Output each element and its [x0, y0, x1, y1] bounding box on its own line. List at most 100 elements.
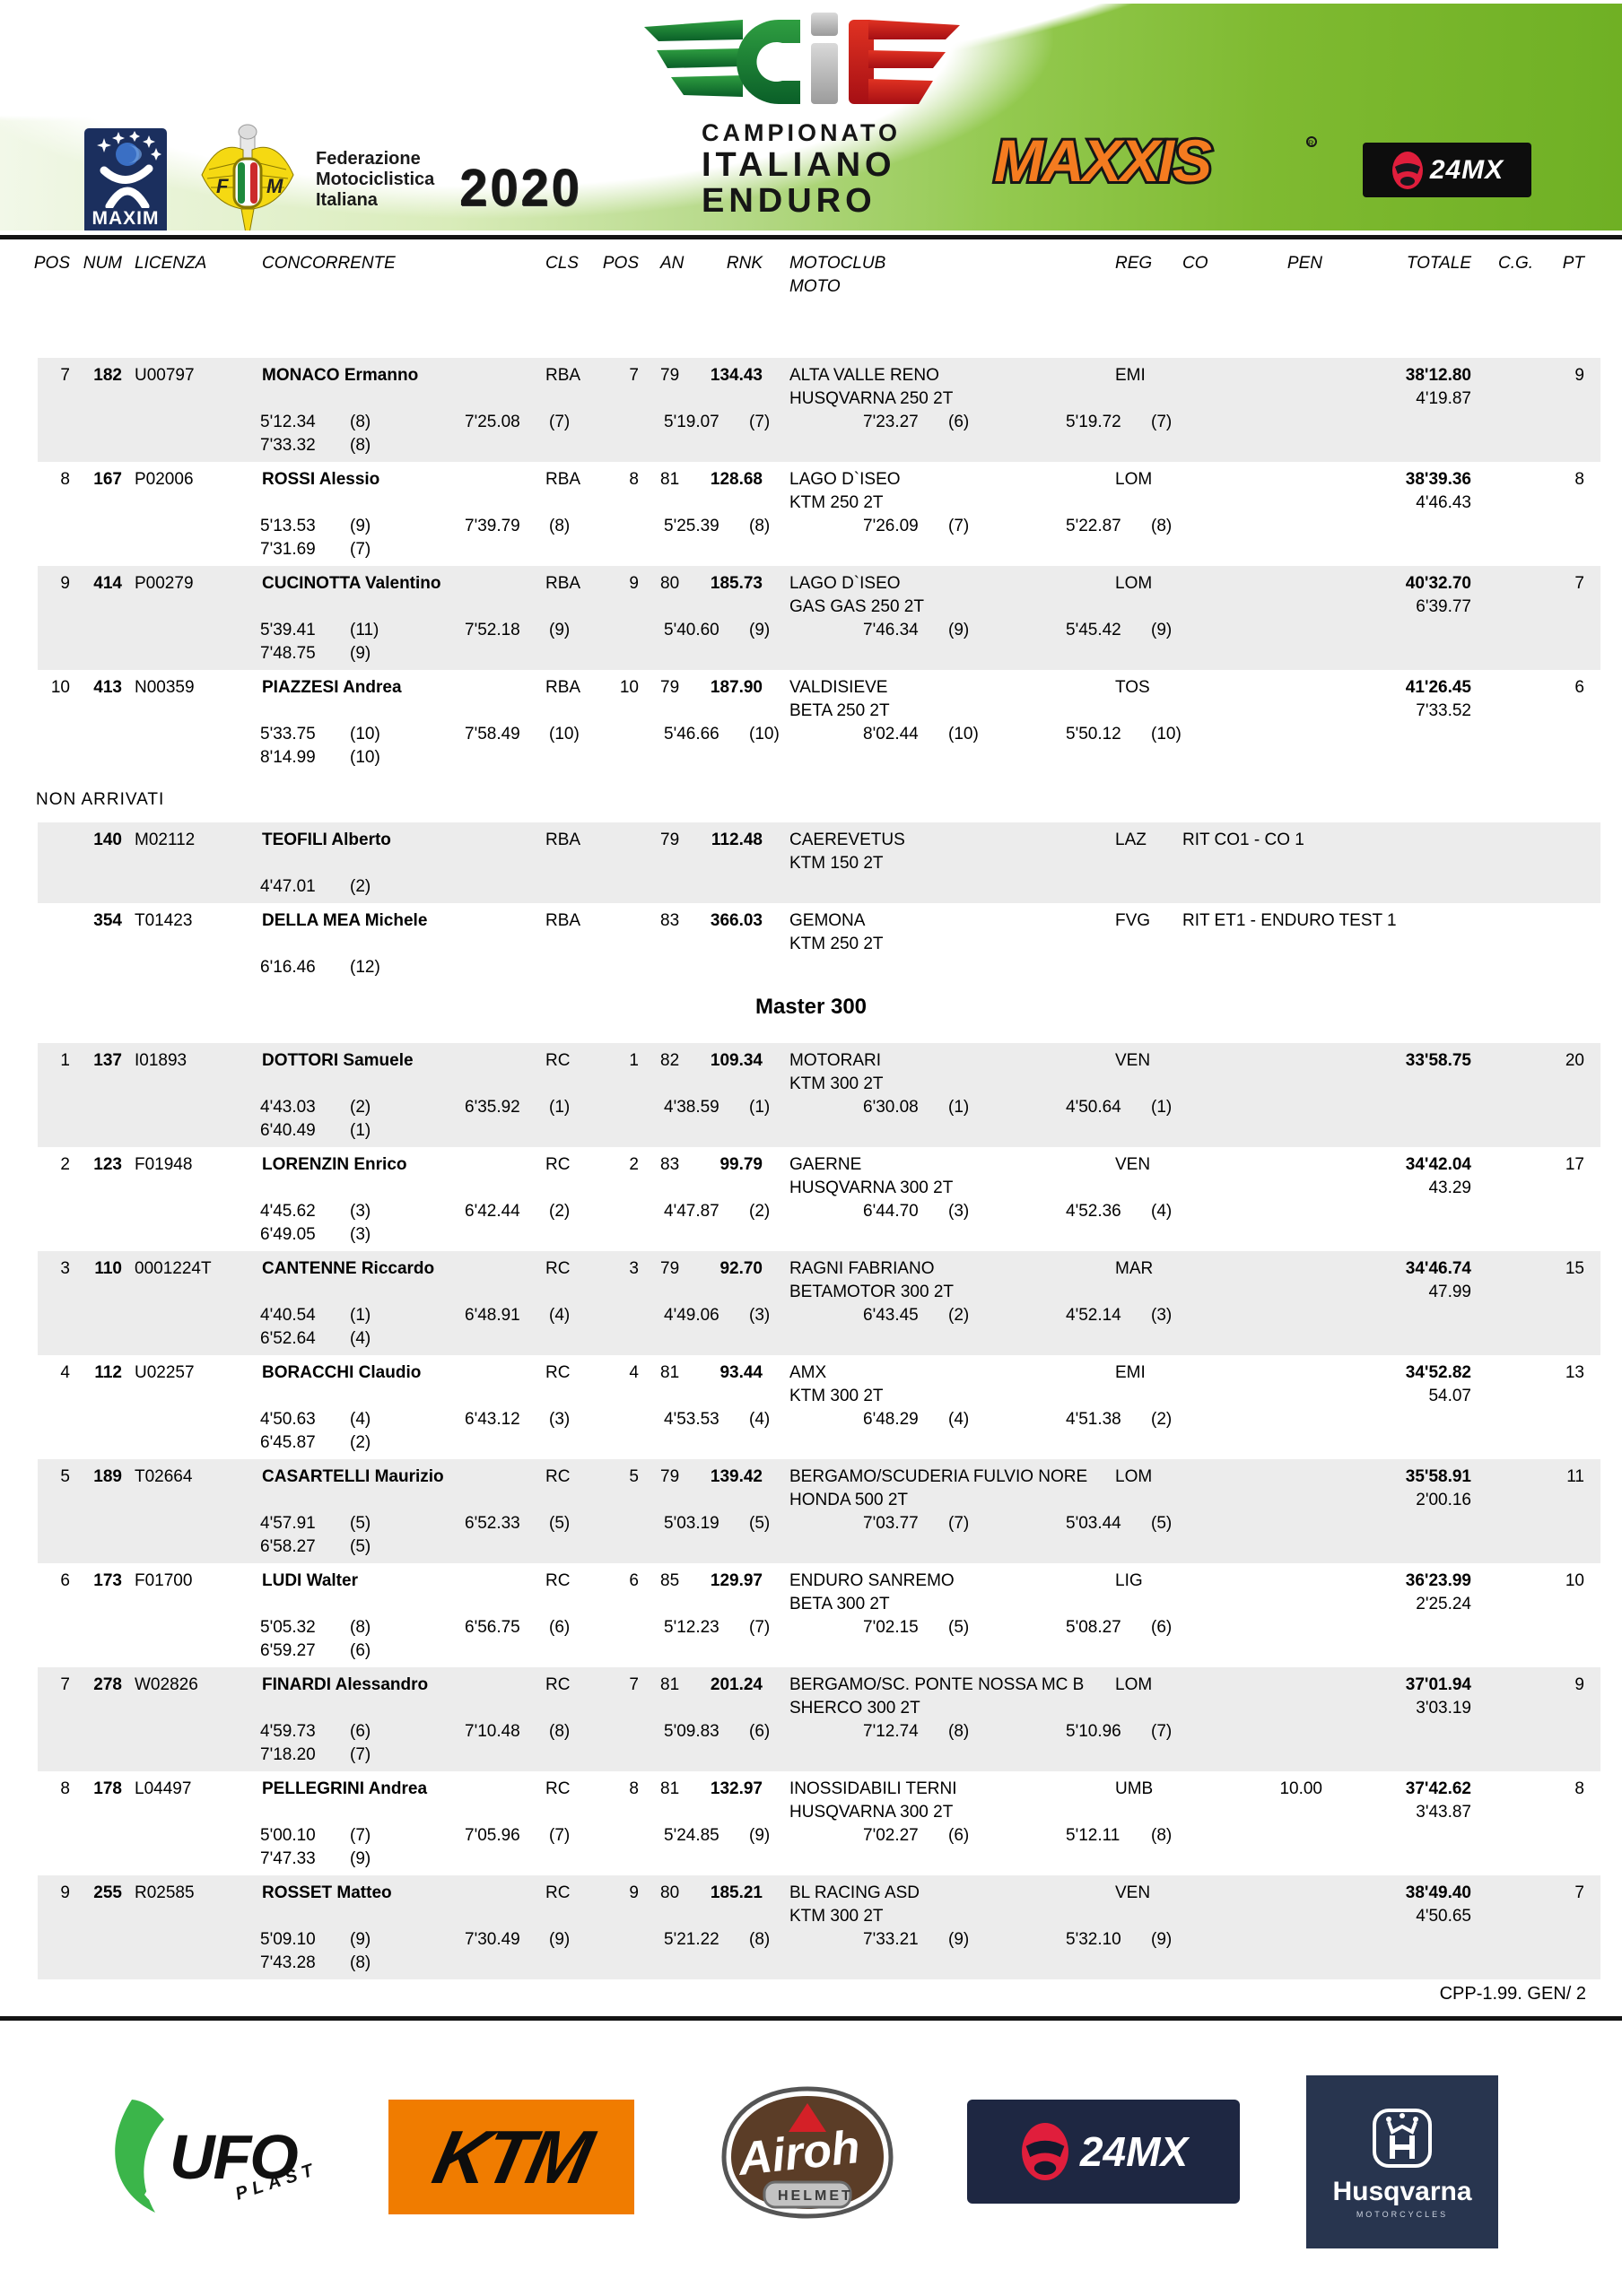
24mx-footer-text: 24MX — [1079, 2128, 1189, 2175]
row-licenza: U00797 — [135, 366, 195, 385]
row-year: 81 — [660, 1675, 680, 1694]
row-class: RC — [545, 1883, 571, 1902]
row-class: RC — [545, 1571, 571, 1590]
row-time-1-rank: (11) — [350, 621, 379, 639]
result-row: 7 278 W02826 FINARDI Alessandro RC 7 81 … — [0, 1667, 1622, 1771]
row-time-3: 4'47.87 — [664, 1202, 719, 1221]
row-time-6: 7'31.69 — [260, 540, 316, 559]
row-time-2-rank: (5) — [549, 1514, 571, 1533]
row-time-4: 7'12.74 — [863, 1722, 919, 1741]
row-time-1: 4'45.62 — [260, 1202, 316, 1221]
row-moto: HUSQVARNA 250 2T — [789, 389, 954, 408]
svg-text:F: F — [216, 175, 229, 197]
row-year: 85 — [660, 1571, 680, 1590]
row-rider-name: BORACCHI Claudio — [262, 1363, 422, 1382]
row-num: 110 — [94, 1259, 122, 1278]
row-time-1-rank: (7) — [350, 1826, 371, 1845]
row-time-5-rank: (4) — [1151, 1202, 1173, 1221]
row-time-2-rank: (9) — [549, 1930, 571, 1949]
row-time-2: 6'42.44 — [465, 1202, 520, 1221]
result-row: 4 112 U02257 BORACCHI Claudio RC 4 81 93… — [0, 1355, 1622, 1459]
row-time-2: 6'56.75 — [465, 1618, 520, 1637]
row-gap: 43.29 — [1428, 1178, 1471, 1197]
row-ranking: 92.70 — [719, 1259, 763, 1278]
row-licenza: N00359 — [135, 678, 195, 697]
row-ranking: 99.79 — [719, 1155, 763, 1174]
row-total: 37'42.62 — [1405, 1779, 1471, 1798]
row-year: 80 — [660, 574, 680, 593]
row-total: 38'49.40 — [1405, 1883, 1471, 1902]
maxim-figure-icon — [97, 131, 161, 208]
row-moto: GAS GAS 250 2T — [789, 597, 924, 616]
row-time-5: 4'52.14 — [1066, 1306, 1121, 1325]
svg-text:R: R — [1308, 139, 1314, 148]
24mx-helmet-icon — [1021, 2122, 1068, 2181]
row-time-6: 6'52.64 — [260, 1329, 316, 1348]
row-time-5-rank: (7) — [1151, 413, 1173, 431]
row-class: RBA — [545, 366, 581, 385]
row-time-2-rank: (2) — [549, 1202, 571, 1221]
row-class-pos: 7 — [629, 1675, 639, 1694]
non-arrivati-rows: 140 M02112 TEOFILI Alberto RBA 79 112.48… — [0, 822, 1622, 984]
row-ranking: 93.44 — [719, 1363, 763, 1382]
husqvarna-sub-text: MOTORCYCLES — [1356, 2210, 1449, 2219]
row-licenza: I01893 — [135, 1051, 187, 1070]
row-time-5: 4'50.64 — [1066, 1098, 1121, 1117]
row-time-1: 4'43.03 — [260, 1098, 316, 1117]
row-gap: 4'46.43 — [1416, 493, 1471, 512]
row-time-4-rank: (9) — [948, 1930, 970, 1949]
row-points: 7 — [1574, 1883, 1584, 1902]
24mx-helmet-icon — [1391, 151, 1423, 189]
airoh-logo: Airoh HELMET — [688, 2085, 927, 2224]
col-concorrente: CONCORRENTE — [262, 254, 396, 273]
row-time-1-rank: (2) — [350, 1098, 371, 1117]
row-time-5: 5'03.44 — [1066, 1514, 1121, 1533]
row-pos: 4 — [60, 1363, 70, 1382]
row-ranking: 185.21 — [710, 1883, 763, 1902]
row-time-1: 5'12.34 — [260, 413, 316, 431]
row-class-pos: 6 — [629, 1571, 639, 1590]
fmi-logo: F M — [201, 124, 294, 230]
row-region: UMB — [1115, 1779, 1154, 1798]
row-time-5: 4'52.36 — [1066, 1202, 1121, 1221]
category-title: Master 300 — [754, 995, 868, 1019]
husqvarna-logo: Husqvarna MOTORCYCLES — [1306, 2075, 1498, 2248]
col-reg: REG — [1115, 254, 1153, 273]
row-year: 81 — [660, 1363, 680, 1382]
row-time-3-rank: (5) — [749, 1514, 771, 1533]
row-class-pos: 10 — [619, 678, 639, 697]
results-sheet: POS NUM LICENZA CONCORRENTE CLS POS AN R… — [0, 252, 1622, 1979]
row-num: 140 — [93, 831, 122, 849]
row-time-2: 7'30.49 — [465, 1930, 520, 1949]
row-licenza: P00279 — [135, 574, 194, 593]
col-totale: TOTALE — [1406, 254, 1471, 273]
row-gap: 47.99 — [1428, 1283, 1471, 1301]
row-time-6-rank: (9) — [350, 1849, 371, 1868]
federation-name: Federazione Motociclistica Italiana — [316, 149, 434, 211]
row-time-4: 8'02.44 — [863, 725, 919, 744]
row-points: 7 — [1574, 574, 1584, 593]
row-gap: 3'43.87 — [1416, 1803, 1471, 1822]
cie-logo-icon — [644, 13, 960, 104]
row-time-3-rank: (7) — [749, 1618, 771, 1637]
row-time-5: 5'45.42 — [1066, 621, 1121, 639]
row-region: FVG — [1115, 911, 1151, 930]
row-penalty: 10.00 — [1279, 1779, 1322, 1798]
row-time-2-rank: (7) — [549, 413, 571, 431]
row-pos: 7 — [60, 366, 70, 385]
row-ranking: 132.97 — [710, 1779, 763, 1798]
row-time-1: 5'09.10 — [260, 1930, 316, 1949]
ufo-text: UFO — [170, 2122, 298, 2192]
row-time-5-rank: (9) — [1151, 621, 1173, 639]
row-class-pos: 9 — [629, 574, 639, 593]
federation-line3: Italiana — [316, 190, 378, 210]
row-pos: 3 — [60, 1259, 70, 1278]
year-2020: 2020 — [459, 157, 582, 217]
row-gap: 6'39.77 — [1416, 597, 1471, 616]
husqvarna-crown-icon — [1373, 2109, 1432, 2168]
row-time-1-rank: (2) — [350, 877, 371, 896]
row-time-5: 5'19.72 — [1066, 413, 1121, 431]
row-time-2-rank: (9) — [549, 621, 571, 639]
row-class-pos: 2 — [629, 1155, 639, 1174]
row-region: LAZ — [1115, 831, 1147, 849]
